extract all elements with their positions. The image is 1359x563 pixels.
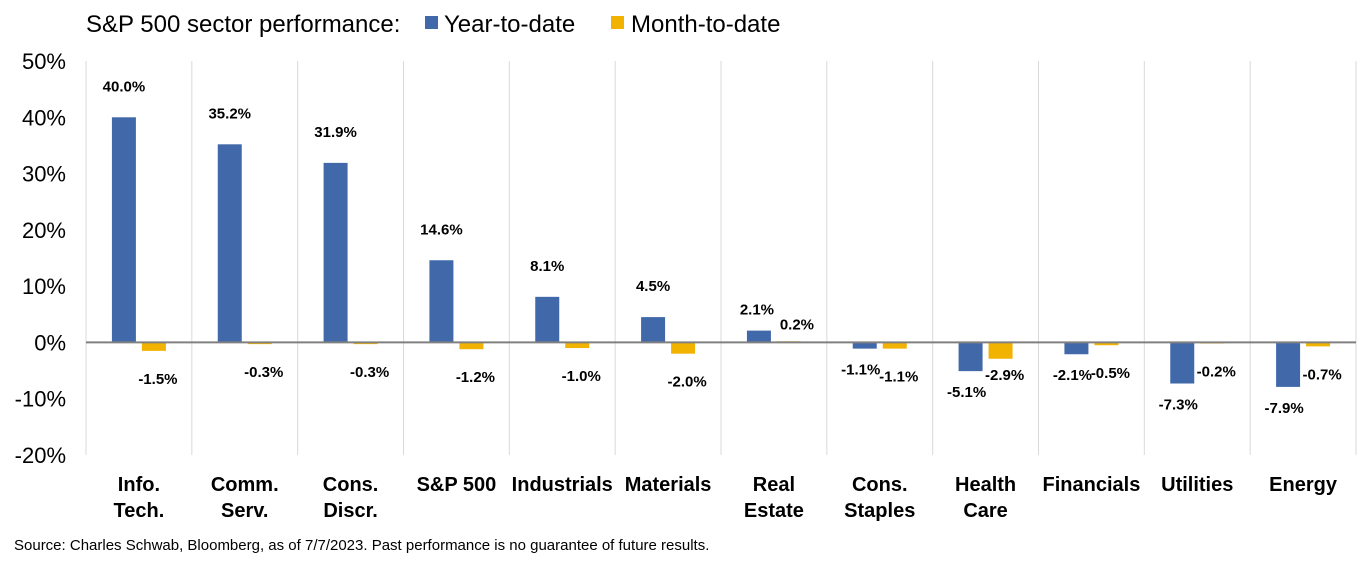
y-tick-label: 10% xyxy=(22,274,66,299)
x-category-label: Info. xyxy=(118,474,160,496)
data-label-year-to-date: 2.1% xyxy=(740,302,774,319)
bar-year-to-date xyxy=(641,317,666,343)
y-tick-label: 40% xyxy=(22,105,66,130)
bar-year-to-date xyxy=(111,117,136,343)
data-label-year-to-date: -5.1% xyxy=(947,384,986,401)
x-category-label: Real xyxy=(753,474,795,496)
chart-title: S&P 500 sector performance: xyxy=(86,11,400,38)
bar-month-to-date xyxy=(141,342,166,351)
data-label-month-to-date: -0.3% xyxy=(350,364,389,381)
source-note: Source: Charles Schwab, Bloomberg, as of… xyxy=(14,537,709,554)
x-category-label: Estate xyxy=(744,500,804,522)
bar-year-to-date xyxy=(429,260,454,343)
data-labels-layer: 40.0% -1.5% 35.2% -0.3% 31.9% -0.3% 14.6% -1.2%… xyxy=(103,78,1342,417)
x-category-label: Industrials xyxy=(512,474,613,496)
x-category-label: Serv. xyxy=(221,500,268,522)
x-category-label: Energy xyxy=(1269,474,1338,496)
legend-label-month-to-date: Month-to-date xyxy=(631,11,780,38)
data-label-year-to-date: 40.0% xyxy=(103,78,146,95)
data-label-year-to-date: -2.1% xyxy=(1053,367,1092,384)
data-label-year-to-date: -1.1% xyxy=(841,362,880,379)
bar-year-to-date xyxy=(1170,342,1195,384)
bar-year-to-date xyxy=(852,342,877,349)
data-label-month-to-date: -1.1% xyxy=(879,369,918,386)
legend-swatch-year-to-date xyxy=(425,16,438,29)
legend-swatch-month-to-date xyxy=(611,16,624,29)
x-category-label: Utilities xyxy=(1161,474,1233,496)
y-tick-label: -20% xyxy=(15,443,66,468)
data-label-month-to-date: -0.2% xyxy=(1197,364,1236,381)
y-tick-label: 0% xyxy=(34,330,66,355)
grid-layer xyxy=(85,61,1357,455)
bar-year-to-date xyxy=(217,144,242,343)
data-label-month-to-date: -1.5% xyxy=(138,371,177,388)
data-label-year-to-date: -7.3% xyxy=(1159,397,1198,414)
bar-year-to-date xyxy=(535,296,560,343)
data-label-month-to-date: -2.9% xyxy=(985,367,1024,384)
legend-label-year-to-date: Year-to-date xyxy=(444,11,575,38)
bar-month-to-date xyxy=(1306,342,1331,347)
bar-month-to-date xyxy=(671,342,696,354)
bars-layer xyxy=(111,117,1331,387)
y-tick-label: -10% xyxy=(15,387,66,412)
x-category-label: Discr. xyxy=(323,500,377,522)
bar-month-to-date xyxy=(882,342,907,349)
bar-year-to-date xyxy=(323,162,348,343)
data-label-month-to-date: 0.2% xyxy=(780,316,814,333)
data-label-month-to-date: -0.3% xyxy=(244,364,283,381)
bar-month-to-date xyxy=(988,342,1013,359)
data-label-year-to-date: 31.9% xyxy=(314,124,357,141)
data-label-month-to-date: -1.0% xyxy=(562,368,601,385)
x-category-label: Tech. xyxy=(114,500,165,522)
axis-layer: 50% 40% 30% 20% 10% 0% -10% -20% Info. Tech. Comm.… xyxy=(15,49,1356,522)
x-category-label: Materials xyxy=(625,474,712,496)
bar-month-to-date xyxy=(565,342,590,349)
x-category-label: Health xyxy=(955,474,1016,496)
y-tick-label: 20% xyxy=(22,218,66,243)
data-label-year-to-date: 8.1% xyxy=(530,258,564,275)
x-category-label: Staples xyxy=(844,500,915,522)
data-label-year-to-date: -7.9% xyxy=(1264,400,1303,417)
data-label-year-to-date: 4.5% xyxy=(636,278,670,295)
bar-year-to-date xyxy=(958,342,983,372)
bar-year-to-date xyxy=(746,330,771,343)
data-label-month-to-date: -2.0% xyxy=(667,374,706,391)
y-tick-label: 50% xyxy=(22,49,66,74)
x-category-label: Care xyxy=(963,500,1007,522)
x-category-label: Cons. xyxy=(323,474,379,496)
data-label-month-to-date: -0.7% xyxy=(1302,366,1341,383)
x-category-label: Financials xyxy=(1043,474,1141,496)
x-category-label: Comm. xyxy=(211,474,279,496)
data-label-year-to-date: 35.2% xyxy=(208,105,251,122)
bar-month-to-date xyxy=(1094,342,1119,346)
bar-month-to-date xyxy=(459,342,484,350)
x-category-label: Cons. xyxy=(852,474,908,496)
data-label-month-to-date: -1.2% xyxy=(456,369,495,386)
data-label-month-to-date: -0.5% xyxy=(1091,365,1130,382)
bar-year-to-date xyxy=(1064,342,1089,355)
bar-year-to-date xyxy=(1276,342,1301,387)
y-tick-label: 30% xyxy=(22,162,66,187)
data-label-year-to-date: 14.6% xyxy=(420,221,463,238)
x-category-label: S&P 500 xyxy=(417,474,497,496)
